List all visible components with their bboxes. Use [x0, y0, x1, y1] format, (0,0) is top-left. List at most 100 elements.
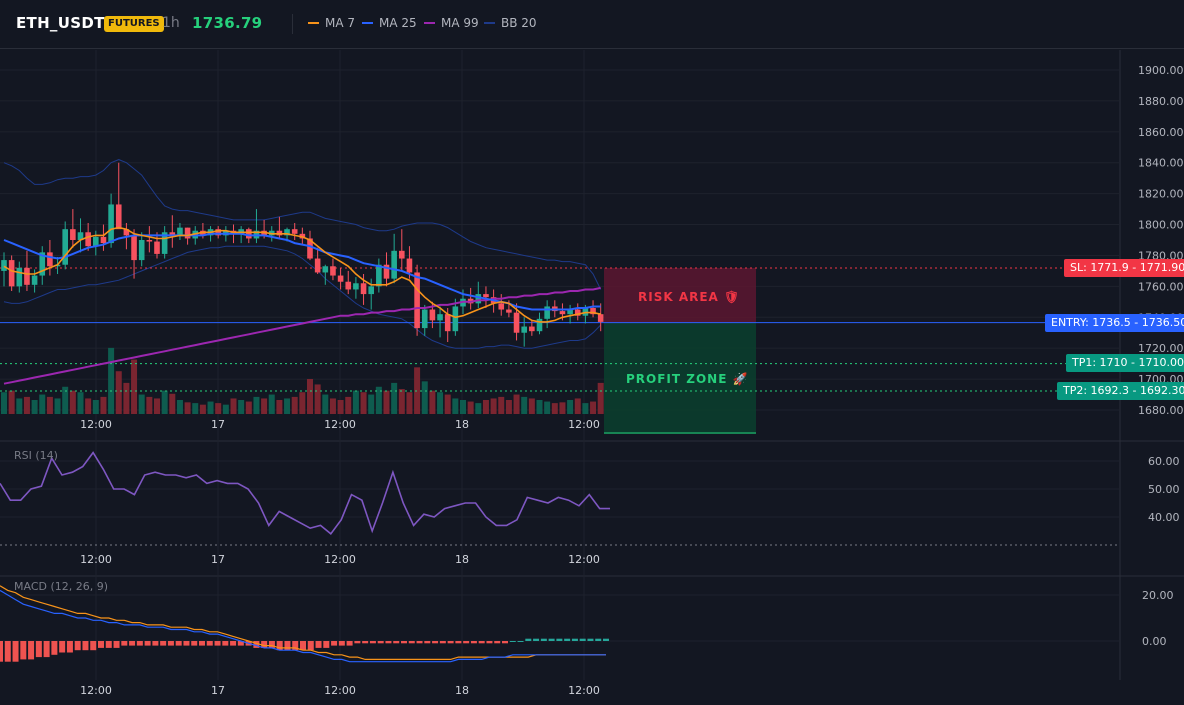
macd-histogram-bar: [268, 641, 275, 648]
candle-body: [16, 267, 23, 287]
candle-body: [1, 260, 7, 271]
macd-histogram-bar: [74, 641, 81, 651]
legend-ma25[interactable]: MA 25: [362, 16, 417, 30]
time-tick-label: 12:00: [324, 684, 356, 697]
volume-bar: [482, 400, 489, 414]
volume-bar: [161, 390, 168, 414]
price-tick-label: 1680.00: [1138, 404, 1184, 417]
ma99-swatch: [424, 22, 435, 24]
time-tick-label: 18: [455, 684, 469, 697]
macd-line: [0, 589, 606, 663]
volume-bar: [184, 402, 191, 414]
candle-body: [513, 312, 520, 333]
candle-body: [567, 309, 573, 315]
volume-bar: [559, 402, 566, 414]
candle-body: [307, 238, 313, 259]
bb-upper-line: [3, 159, 602, 290]
time-tick-label: 17: [211, 684, 225, 697]
volume-bar: [521, 396, 528, 414]
candle-body: [345, 281, 352, 290]
volume-bar: [597, 382, 604, 414]
macd-histogram-bar: [105, 641, 112, 648]
volume-bar: [460, 400, 466, 414]
volume-bar: [284, 398, 291, 414]
macd-histogram-bar: [20, 641, 27, 660]
volume-bar: [54, 398, 61, 414]
price-tick-label: 1900.00: [1138, 64, 1184, 77]
macd-histogram-bar: [82, 641, 89, 651]
price-tick-label: 1760.00: [1138, 280, 1184, 293]
sl-price-tag: SL: 1771.9 - 1771.90: [1064, 259, 1184, 277]
macd-histogram-bar: [571, 638, 578, 641]
candle-body: [93, 236, 99, 247]
volume-bar: [444, 394, 451, 414]
macd-histogram-bar: [385, 641, 392, 644]
rsi-tick-label: 50.00: [1148, 483, 1180, 496]
volume-bar: [268, 394, 275, 414]
volume-bar: [421, 381, 428, 414]
macd-histogram-bar: [113, 641, 120, 648]
macd-histogram-bar: [315, 641, 322, 648]
timeframe-selector[interactable]: 1h: [162, 15, 180, 31]
volume-bar: [176, 400, 183, 414]
macd-histogram-bar: [51, 641, 58, 655]
macd-histogram-bar: [12, 641, 19, 662]
rsi-tick-label: 40.00: [1148, 511, 1180, 524]
candle-body: [62, 229, 68, 265]
legend-ma99[interactable]: MA 99: [424, 16, 479, 30]
macd-histogram-bar: [292, 641, 299, 651]
symbol-name[interactable]: ETH_USDT: [16, 14, 105, 32]
macd-histogram-bar: [548, 638, 555, 641]
candle-body: [246, 229, 252, 239]
candle-body: [8, 260, 15, 287]
volume-bar: [291, 396, 298, 414]
macd-histogram-bar: [144, 641, 151, 646]
volume-bar: [391, 382, 398, 414]
volume-bar: [230, 398, 237, 414]
candle-body: [544, 306, 550, 319]
macd-histogram-bar: [175, 641, 182, 646]
macd-histogram-bar: [408, 641, 415, 644]
volume-bar: [154, 398, 160, 414]
volume-bar: [544, 401, 551, 414]
volume-bar: [123, 382, 130, 414]
time-tick-label: 12:00: [324, 553, 356, 566]
macd-histogram-bar: [183, 641, 190, 646]
legend-ma7[interactable]: MA 7: [308, 16, 355, 30]
candle-body: [498, 303, 505, 310]
macd-histogram-bar: [4, 641, 11, 662]
volume-bar: [16, 398, 23, 414]
legend-bb20[interactable]: BB 20: [484, 16, 537, 30]
volume-bar: [406, 392, 413, 414]
candle-body: [406, 258, 413, 273]
volume-bar: [551, 403, 558, 414]
macd-histogram-bar: [525, 638, 532, 641]
macd-histogram-bar: [338, 641, 345, 646]
volume-bar: [115, 371, 122, 414]
volume-bar: [368, 394, 375, 414]
macd-histogram-bar: [595, 638, 602, 641]
macd-histogram-bar: [59, 641, 66, 653]
macd-histogram-bar: [494, 641, 501, 644]
price-tick-label: 1720.00: [1138, 342, 1184, 355]
candle-body: [536, 318, 543, 332]
candle-body: [47, 252, 53, 267]
macd-histogram-bar: [0, 641, 3, 662]
macd-histogram-bar: [377, 641, 384, 644]
tp1-price-tag: TP1: 1710 - 1710.00: [1066, 354, 1184, 372]
volume-bar: [299, 392, 306, 414]
volume-bar: [31, 400, 38, 414]
candle-body: [483, 294, 489, 298]
time-tick-label: 12:00: [568, 418, 600, 431]
volume-bar: [100, 396, 107, 414]
volume-bar: [513, 394, 520, 414]
header-divider: [292, 14, 293, 34]
macd-histogram-bar: [307, 641, 314, 651]
candle-body: [314, 258, 321, 273]
candle-body: [138, 240, 145, 261]
candle-body: [590, 308, 596, 315]
volume-bar: [322, 394, 329, 414]
time-tick-label: 17: [211, 553, 225, 566]
volume-bar: [169, 393, 176, 414]
